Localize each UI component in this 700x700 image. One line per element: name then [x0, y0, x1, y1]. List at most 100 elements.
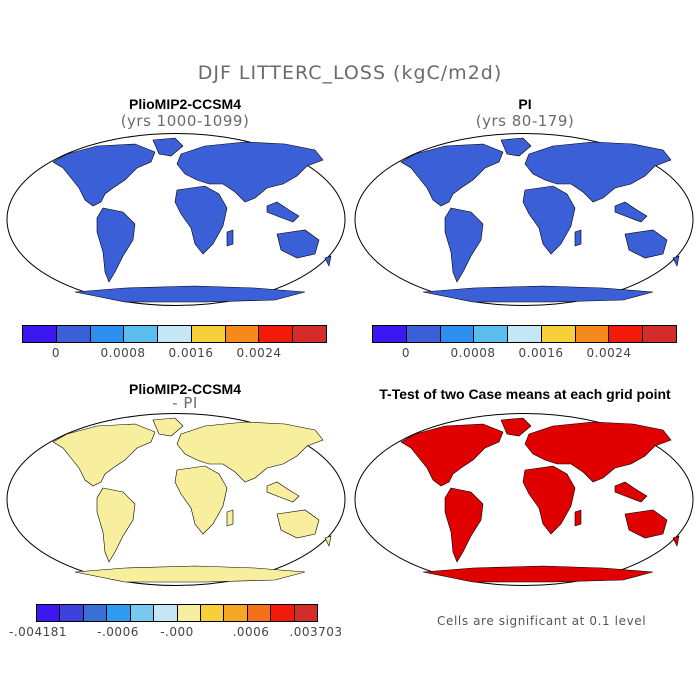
colorbar-bottom-left-labels: -.004181 -.0006 -.000 .0006 .003703 — [0, 625, 350, 641]
world-map-top-left — [6, 133, 346, 306]
colorbar-segment — [107, 605, 131, 621]
colorbar-segment — [225, 326, 260, 342]
colorbar-segment — [56, 326, 91, 342]
colorbar-segment — [609, 326, 644, 342]
continent-greenland — [152, 417, 184, 437]
continent-southeast-asia — [614, 481, 648, 503]
continent-eurasia — [524, 141, 672, 203]
colorbar-label: 0 — [51, 346, 61, 360]
continent-africa — [174, 465, 228, 535]
continent-eurasia — [176, 141, 324, 203]
colorbar-segment — [200, 605, 225, 621]
colorbar-top-right — [372, 325, 677, 343]
colorbar-segment — [23, 326, 57, 342]
panel-subtitle-top-left: (yrs 1000-1099) — [120, 112, 250, 130]
continent-antarctica — [422, 285, 654, 303]
colorbar-segment — [575, 326, 610, 342]
colorbar-top-left-labels: 0 0.0008 0.0016 0.0024 — [22, 346, 327, 362]
colorbar-segment — [37, 605, 61, 621]
continent-antarctica — [74, 565, 306, 583]
colorbar-label: 0.0016 — [518, 346, 564, 360]
colorbar-top-left — [22, 325, 327, 343]
colorbar-segment — [440, 326, 475, 342]
continent-eurasia — [176, 421, 324, 483]
colorbar-segment — [294, 605, 318, 621]
continent-new-zealand — [324, 255, 332, 267]
colorbar-label: 0.0008 — [450, 346, 496, 360]
continent-greenland — [500, 137, 532, 157]
colorbar-segment — [158, 326, 192, 342]
world-map-bottom-left — [6, 413, 346, 586]
colorbar-label: 0.0016 — [168, 346, 214, 360]
colorbar-label: -.0006 — [97, 625, 139, 639]
colorbar-label: 0.0008 — [100, 346, 146, 360]
colorbar-segment — [541, 326, 576, 342]
significance-footnote: Cells are significant at 0.1 level — [437, 614, 647, 628]
continent-southeast-asia — [266, 481, 300, 503]
colorbar-segment — [643, 326, 677, 342]
colorbar-segment — [373, 326, 407, 342]
colorbar-top-right-labels: 0 0.0008 0.0016 0.0024 — [372, 346, 677, 362]
continent-australia — [624, 509, 668, 539]
colorbar-label: 0.0024 — [586, 346, 632, 360]
colorbar-segment — [474, 326, 509, 342]
continent-africa — [522, 185, 576, 255]
panel-title-top-left: PlioMIP2-CCSM4 — [128, 96, 241, 112]
continent-antarctica — [422, 565, 654, 583]
colorbar-label: 0 — [401, 346, 411, 360]
continent-australia — [276, 509, 320, 539]
continent-southeast-asia — [614, 201, 648, 223]
panel-subtitle-top-right: (yrs 80-179) — [475, 112, 575, 130]
colorbar-label: -.000 — [160, 625, 194, 639]
panel-title-bottom-left: PlioMIP2-CCSM4 — [128, 381, 241, 397]
colorbar-segment — [60, 605, 84, 621]
continent-south-america — [444, 487, 484, 563]
continent-australia — [276, 229, 320, 259]
colorbar-segment — [130, 605, 155, 621]
figure-title: DJF LITTERC_LOSS (kgC/m2d) — [197, 62, 503, 84]
panel-subtitle-bottom-left: - PI — [172, 394, 198, 412]
continent-south-america — [96, 487, 136, 563]
continent-new-zealand — [324, 535, 332, 547]
colorbar-segment — [90, 326, 125, 342]
colorbar-segment — [177, 605, 201, 621]
continent-south-america — [444, 207, 484, 283]
continent-southeast-asia — [266, 201, 300, 223]
colorbar-label: .0006 — [232, 625, 270, 639]
colorbar-segment — [271, 605, 295, 621]
colorbar-segment — [83, 605, 108, 621]
continent-madagascar — [226, 229, 234, 247]
colorbar-segment — [191, 326, 226, 342]
continent-greenland — [152, 137, 184, 157]
continent-madagascar — [226, 509, 234, 527]
colorbar-label: 0.0024 — [236, 346, 282, 360]
colorbar-segment — [259, 326, 294, 342]
continent-madagascar — [574, 229, 582, 247]
colorbar-segment — [247, 605, 272, 621]
continent-north-america — [400, 423, 504, 487]
colorbar-segment — [154, 605, 178, 621]
continent-greenland — [500, 417, 532, 437]
colorbar-label: -.004181 — [9, 625, 67, 639]
world-map-top-right — [354, 133, 694, 306]
continent-new-zealand — [672, 255, 680, 267]
continent-africa — [522, 465, 576, 535]
continent-south-america — [96, 207, 136, 283]
colorbar-segment — [406, 326, 441, 342]
continent-antarctica — [74, 285, 306, 303]
panel-title-bottom-right: T-Test of two Case means at each grid po… — [379, 386, 671, 402]
continent-north-america — [52, 143, 156, 207]
continent-australia — [624, 229, 668, 259]
continent-north-america — [52, 423, 156, 487]
colorbar-segment — [293, 326, 327, 342]
continent-africa — [174, 185, 228, 255]
world-map-bottom-right — [354, 413, 694, 586]
continent-new-zealand — [672, 535, 680, 547]
panel-title-top-right: PI — [518, 96, 532, 112]
colorbar-bottom-left — [36, 604, 318, 622]
colorbar-segment — [508, 326, 542, 342]
continent-madagascar — [574, 509, 582, 527]
continent-eurasia — [524, 421, 672, 483]
colorbar-segment — [124, 326, 159, 342]
continent-north-america — [400, 143, 504, 207]
